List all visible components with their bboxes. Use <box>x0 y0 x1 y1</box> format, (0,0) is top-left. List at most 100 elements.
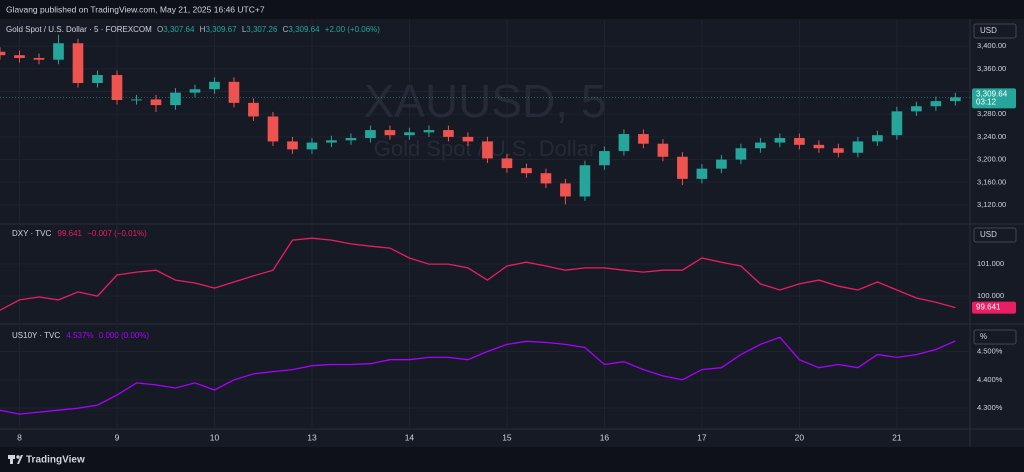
watermark-symbol: XAUUSD, 5 <box>364 75 607 127</box>
candle-body <box>306 142 318 150</box>
series-line <box>0 336 956 415</box>
candle-body <box>579 165 591 197</box>
candle-body <box>53 43 64 60</box>
unit-box[interactable] <box>973 23 1017 39</box>
y-tick-label: 3,240.00 <box>977 132 1006 141</box>
logo-part <box>10 455 13 464</box>
candle-body <box>131 99 142 101</box>
change: −0.007 (−0.01%) <box>87 229 147 238</box>
candle-body <box>384 130 396 136</box>
candle-body <box>911 106 922 112</box>
candle-body <box>72 43 84 83</box>
candle-body <box>618 134 630 152</box>
legend-value: 4.537% <box>66 331 93 340</box>
ohlc-value: 3,309.64 <box>288 25 320 34</box>
candle-body <box>638 134 649 144</box>
x-tick-label: 14 <box>405 432 415 442</box>
candle-body <box>540 173 552 184</box>
candle-body <box>521 168 532 174</box>
candle-body <box>170 92 181 106</box>
x-tick-label: 17 <box>697 432 707 442</box>
y-tick-label: 101.000 <box>977 259 1004 268</box>
candle-body <box>14 55 25 59</box>
candle-body <box>657 143 669 157</box>
candle-body <box>872 135 883 142</box>
candle-body <box>189 89 201 93</box>
ohlc-value: 3,307.64 <box>163 25 195 34</box>
y-tick-label: 3,400.00 <box>977 41 1006 50</box>
y-tick-label: 3,200.00 <box>977 155 1006 164</box>
x-tick-label: 13 <box>307 432 317 442</box>
ohlc-prefix: H <box>200 25 206 34</box>
unit-box[interactable] <box>973 329 1017 345</box>
candle-body <box>501 158 513 169</box>
ohlc-value: 3,307.26 <box>246 25 278 34</box>
logo-part <box>16 455 20 459</box>
logo-part <box>17 455 23 464</box>
change: +2.00 (+0.06%) <box>325 25 380 34</box>
candle-body <box>326 140 337 143</box>
chart-panel <box>0 19 1024 447</box>
candle-body <box>833 148 844 153</box>
x-tick-label: 9 <box>115 432 120 442</box>
y-tick-label: 4.400% <box>977 375 1003 384</box>
y-tick-label: 3,280.00 <box>977 109 1006 118</box>
ohlc-prefix: C <box>283 25 289 34</box>
countdown: 03:12 <box>976 97 997 106</box>
candle-body <box>482 141 493 159</box>
candle-body <box>287 141 298 150</box>
unit-box[interactable] <box>973 227 1017 243</box>
legend-title: US10Y · TVC <box>12 331 60 340</box>
candle-body <box>599 151 610 166</box>
candle-body <box>228 81 240 103</box>
legend: Gold Spot / U.S. Dollar · 5 · FOREXCOM O… <box>6 25 380 34</box>
series-line <box>0 237 956 311</box>
y-tick-label: 3,120.00 <box>977 200 1006 209</box>
legend-title: Gold Spot / U.S. Dollar · 5 · FOREXCOM <box>6 25 152 34</box>
ohlc-prefix: L <box>242 25 247 34</box>
marks <box>0 34 970 415</box>
candle-body <box>716 159 727 169</box>
y-tick-label: 4.300% <box>977 403 1003 412</box>
y-tick-label: 100.000 <box>977 291 1004 300</box>
unit-label: USD <box>980 230 997 239</box>
x-tick-label: 8 <box>17 432 22 442</box>
footer-bar <box>0 447 1024 472</box>
candle-body <box>267 116 279 142</box>
candle-body <box>365 130 376 139</box>
candle-body <box>930 101 942 107</box>
candle-body <box>111 75 123 101</box>
candle-body <box>150 99 162 106</box>
y-tick-label: 3,160.00 <box>977 177 1006 186</box>
candle-body <box>696 168 708 179</box>
brand: TradingView <box>26 455 85 466</box>
candle-body <box>404 132 415 136</box>
candle-body <box>248 102 259 117</box>
ohlc-prefix: O <box>157 25 163 34</box>
x-tick-label: 16 <box>600 432 610 442</box>
candle-body <box>209 81 220 90</box>
unit-label: USD <box>980 26 997 35</box>
candle-body <box>755 142 766 149</box>
publisher: Glavang published on TradingView.com, Ma… <box>6 4 265 14</box>
candle-body <box>560 183 571 197</box>
change: 0.000 (0.00%) <box>99 331 150 340</box>
candle-body <box>677 156 688 179</box>
candle-body <box>0 51 6 56</box>
x-tick-label: 15 <box>502 432 512 442</box>
candle-body <box>950 97 961 102</box>
price-tag <box>972 301 1016 314</box>
candle-body <box>33 58 45 60</box>
legend-title: DXY · TVC <box>12 229 51 238</box>
candle-body <box>794 138 805 145</box>
candle-body <box>735 148 747 160</box>
candle-body <box>462 136 474 142</box>
price-tag-label: 3,309.64 <box>976 89 1008 98</box>
price-tag-label: 99.641 <box>976 303 1001 312</box>
candle-body <box>443 130 454 137</box>
candle-body <box>891 111 903 136</box>
brand-logo <box>8 455 23 464</box>
x-tick-label: 21 <box>892 432 902 442</box>
